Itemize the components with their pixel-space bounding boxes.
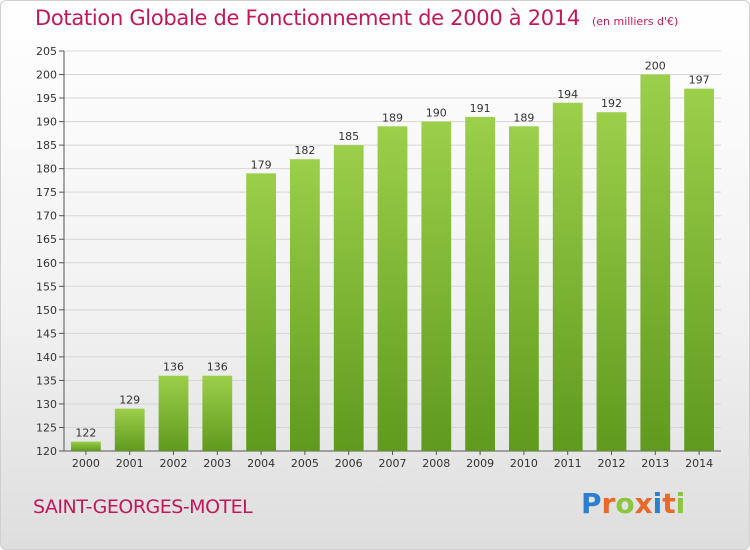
bar-2006: [333, 145, 364, 451]
data-label-2014: 197: [689, 74, 710, 87]
y-tick-label: 150: [36, 304, 57, 317]
y-tick-label: 130: [36, 398, 57, 411]
x-tick-label: 2003: [203, 457, 231, 470]
data-label-2004: 179: [251, 158, 272, 171]
x-tick-label: 2006: [335, 457, 363, 470]
data-label-2003: 136: [207, 361, 228, 374]
x-tick-label: 2004: [247, 457, 275, 470]
chart-title: Dotation Globale de Fonctionnement de 20…: [35, 6, 679, 30]
y-tick-label: 180: [36, 163, 57, 176]
bar-2005: [290, 159, 320, 451]
bar-2008: [421, 121, 452, 452]
y-tick-label: 175: [36, 186, 57, 199]
x-tick-label: 2005: [291, 457, 319, 470]
data-label-2009: 191: [470, 102, 491, 115]
data-label-2000: 122: [75, 427, 96, 440]
x-tick-label: 2009: [466, 457, 494, 470]
data-label-2008: 190: [426, 107, 447, 120]
bar-2003: [202, 375, 233, 451]
x-tick-label: 2001: [116, 457, 144, 470]
data-label-2007: 189: [382, 111, 403, 124]
x-tick-label: 2013: [641, 457, 669, 470]
y-tick-label: 200: [36, 69, 57, 82]
y-tick-label: 140: [36, 351, 57, 364]
bar-2010: [509, 126, 539, 451]
town-name: SAINT-GEORGES-MOTEL: [33, 496, 253, 518]
bar-2004: [246, 173, 276, 451]
bar-2009: [465, 116, 495, 451]
y-tick-label: 185: [36, 139, 57, 152]
y-tick-label: 155: [36, 280, 57, 293]
bar-2000: [71, 441, 101, 451]
data-label-2013: 200: [645, 60, 666, 73]
y-tick-label: 165: [36, 233, 57, 246]
bar-2001: [114, 408, 145, 451]
y-tick-label: 195: [36, 92, 57, 105]
bar-2002: [158, 375, 189, 451]
y-tick-label: 145: [36, 327, 57, 340]
data-label-2010: 189: [513, 111, 534, 124]
data-label-2011: 194: [557, 88, 578, 101]
data-label-2002: 136: [163, 361, 184, 374]
bar-2012: [596, 112, 627, 452]
y-tick-label: 170: [36, 210, 57, 223]
bar-2007: [377, 126, 408, 451]
x-tick-label: 2000: [72, 457, 100, 470]
bar-2011: [552, 102, 583, 451]
bar-2013: [640, 74, 671, 451]
x-tick-label: 2007: [379, 457, 407, 470]
data-label-2012: 192: [601, 97, 622, 110]
x-tick-label: 2010: [510, 457, 538, 470]
x-tick-label: 2012: [598, 457, 626, 470]
x-tick-label: 2008: [422, 457, 450, 470]
data-label-2005: 182: [294, 144, 315, 157]
x-tick-label: 2014: [685, 457, 713, 470]
y-tick-label: 190: [36, 116, 57, 129]
y-tick-label: 120: [36, 445, 57, 458]
proxiti-logo: Proxiti: [581, 487, 686, 520]
x-tick-label: 2011: [554, 457, 582, 470]
x-tick-label: 2002: [160, 457, 188, 470]
y-tick-label: 125: [36, 421, 57, 434]
y-tick-label: 160: [36, 257, 57, 270]
y-tick-label: 205: [36, 45, 57, 58]
y-tick-label: 135: [36, 374, 57, 387]
data-label-2001: 129: [119, 394, 140, 407]
chart-subtitle: (en milliers d'€): [591, 15, 679, 28]
data-label-2006: 185: [338, 130, 359, 143]
bar-2014: [684, 88, 714, 451]
